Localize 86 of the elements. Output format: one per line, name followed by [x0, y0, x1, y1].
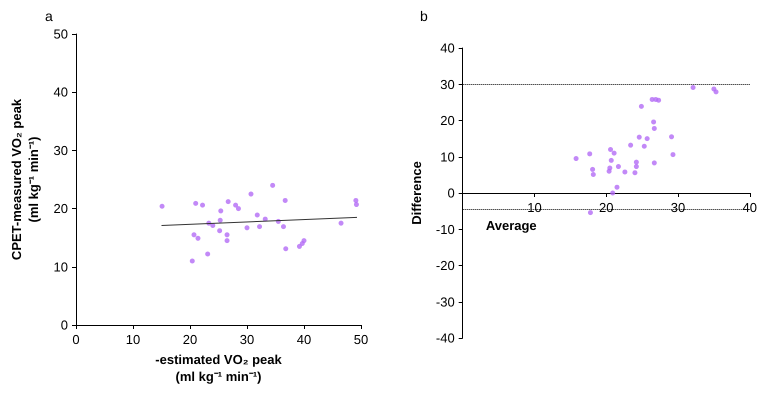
point: [651, 119, 656, 124]
y-tick-label: 0: [60, 318, 68, 332]
point: [280, 224, 286, 230]
point: [270, 182, 276, 188]
y-tick-label: -20: [436, 258, 455, 273]
point: [590, 166, 596, 172]
y-tick-label: 50: [54, 26, 68, 42]
point: [233, 202, 238, 208]
point: [610, 190, 616, 196]
x-tick-label: 20: [182, 332, 198, 347]
point: [338, 220, 344, 226]
x-tick-label: 10: [527, 200, 542, 215]
point: [608, 158, 614, 163]
point: [193, 200, 198, 206]
point: [257, 224, 262, 230]
point: [714, 89, 719, 94]
point: [244, 225, 250, 230]
x-axis-title: -estimated VO₂ peak (ml kg⁻¹ min⁻¹): [155, 352, 282, 384]
point: [634, 164, 639, 170]
y-axis-title: Difference: [409, 161, 424, 225]
y-tick-label: 0: [447, 186, 455, 200]
point: [642, 144, 647, 149]
x-axis-title: Average: [486, 218, 537, 233]
point: [690, 85, 696, 90]
point: [200, 202, 206, 208]
y-tick-label: 40: [54, 84, 68, 100]
point: [588, 210, 593, 216]
point: [296, 244, 302, 249]
point: [622, 169, 628, 174]
y-tick-label: -40: [436, 330, 455, 346]
point: [354, 202, 359, 208]
point: [302, 238, 306, 244]
point: [587, 151, 592, 156]
point: [218, 208, 224, 214]
point: [226, 199, 231, 204]
y-tick-label: 10: [440, 149, 455, 164]
point: [191, 232, 196, 238]
point: [612, 150, 617, 156]
y-tick-label: -10: [436, 222, 455, 237]
point: [634, 160, 639, 165]
y-axis-title: CPET-measured VO₂ peak (ml kg⁻¹ min⁻¹): [9, 98, 41, 260]
chart-title: b: [420, 8, 428, 24]
x-tick-label: 10: [126, 332, 140, 347]
x-tick-label: 20: [598, 200, 614, 215]
point: [614, 184, 620, 190]
point: [195, 236, 200, 241]
point: [218, 218, 223, 223]
point: [248, 192, 254, 197]
point: [224, 238, 230, 244]
point: [636, 134, 642, 140]
point: [590, 172, 596, 178]
point: [574, 156, 579, 162]
y-tick-label: -30: [436, 294, 455, 310]
point: [652, 160, 657, 166]
point: [670, 152, 676, 158]
point: [644, 136, 650, 142]
point: [217, 228, 222, 234]
point: [656, 98, 662, 103]
point: [632, 170, 638, 176]
x-tick-label: 30: [670, 200, 686, 215]
point: [606, 168, 612, 174]
point: [669, 134, 674, 140]
point: [283, 246, 288, 252]
point: [638, 104, 644, 109]
point: [236, 206, 241, 212]
y-tick-label: 10: [54, 259, 68, 274]
chart-title: a: [45, 8, 53, 24]
point: [254, 212, 260, 218]
y-tick-label: 30: [440, 76, 455, 92]
y-tick-label: 20: [440, 113, 455, 128]
x-tick-label: 40: [296, 332, 312, 347]
point: [160, 204, 165, 209]
y-tick-label: 40: [440, 40, 455, 56]
point: [608, 147, 614, 152]
point: [652, 126, 657, 131]
point: [282, 198, 288, 203]
y-tick-label: 30: [54, 142, 68, 158]
x-tick-label: 40: [742, 200, 758, 215]
point: [224, 232, 230, 238]
x-tick-label: 50: [354, 332, 368, 347]
point: [205, 251, 210, 256]
point: [190, 258, 195, 264]
x-tick-label: 30: [240, 332, 254, 347]
point: [616, 164, 621, 170]
point: [628, 142, 634, 148]
x-tick-label: 0: [72, 332, 80, 347]
